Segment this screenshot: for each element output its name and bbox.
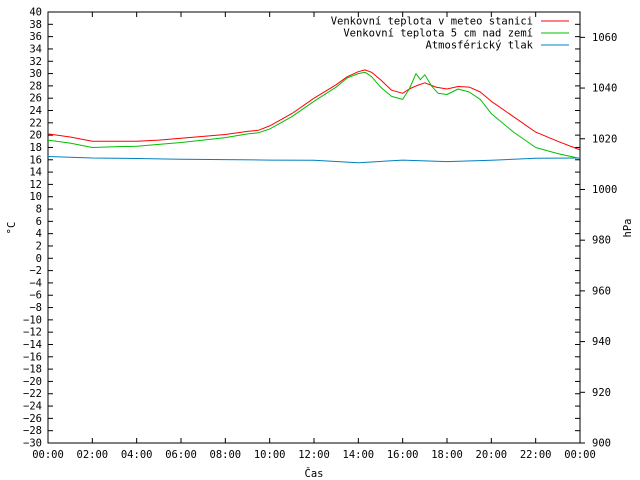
- y-tick-label: −10: [23, 314, 42, 326]
- y-tick-label: −30: [23, 438, 42, 450]
- y-tick-label: −6: [29, 290, 42, 302]
- y-tick-label: 20: [29, 130, 42, 142]
- y-tick-label: 10: [29, 191, 42, 203]
- y2-tick-label: 900: [592, 438, 611, 450]
- x-tick-label: 00:00: [564, 449, 596, 461]
- y-tick-label: −18: [23, 364, 42, 376]
- y-tick-label: 16: [29, 154, 42, 166]
- x-axis-label: Čas: [305, 467, 324, 480]
- x-tick-label: 18:00: [431, 449, 463, 461]
- y-tick-label: −8: [29, 302, 42, 314]
- legend-label: Venkovní teplota 5 cm nad zemí: [343, 28, 533, 40]
- y-tick-label: 28: [29, 80, 42, 92]
- y2-tick-label: 940: [592, 336, 611, 348]
- y-tick-label: 4: [36, 228, 42, 240]
- y-tick-label: 32: [29, 56, 42, 68]
- x-tick-label: 02:00: [77, 449, 109, 461]
- y-tick-label: −4: [29, 277, 42, 289]
- y2-tick-label: 920: [592, 387, 611, 399]
- x-tick-label: 06:00: [165, 449, 197, 461]
- x-tick-label: 04:00: [121, 449, 153, 461]
- y-axis-label: °C: [6, 222, 18, 235]
- x-tick-label: 22:00: [520, 449, 552, 461]
- y-tick-label: 12: [29, 179, 42, 191]
- y-tick-label: 2: [36, 240, 42, 252]
- x-tick-label: 12:00: [298, 449, 330, 461]
- y-tick-label: 38: [29, 19, 42, 31]
- y-tick-label: −26: [23, 413, 42, 425]
- y2-axis-label: hPa: [622, 219, 634, 238]
- series-group: [47, 69, 581, 164]
- x-tick-label: 08:00: [210, 449, 242, 461]
- y-tick-label: −12: [23, 327, 42, 339]
- y-tick-label: 24: [29, 105, 42, 117]
- right-axis-ticks: 900 920 940 960 980 1000 1020 1040 1060: [580, 32, 617, 450]
- y-tick-label: 30: [29, 68, 42, 80]
- series-line-2: [47, 71, 581, 159]
- y-tick-label: −24: [23, 401, 42, 413]
- y2-tick-label: 980: [592, 235, 611, 247]
- y-tick-label: 34: [29, 43, 42, 55]
- y-tick-label: −28: [23, 425, 42, 437]
- x-axis-ticks: 00:00 02:00 04:00 06:00 08:00 10:00 12:00 14:00…: [32, 12, 596, 461]
- y-tick-label: −2: [29, 265, 42, 277]
- x-tick-label: 14:00: [343, 449, 375, 461]
- y-tick-label: 14: [29, 167, 42, 179]
- y-tick-label: 8: [36, 204, 42, 216]
- y-tick-label: 6: [36, 216, 42, 228]
- left-axis-ticks: −30−28−26−24−22−20−18−16−14−12−10−8−6−4−…: [23, 7, 580, 450]
- x-tick-label: 20:00: [476, 449, 508, 461]
- x-tick-label: 16:00: [387, 449, 419, 461]
- series-line-1: [47, 69, 581, 151]
- series-line-3: [47, 156, 581, 164]
- y-tick-label: 0: [36, 253, 42, 265]
- y2-tick-label: 1020: [592, 133, 617, 145]
- y-tick-label: 36: [29, 31, 42, 43]
- y2-tick-label: 960: [592, 285, 611, 297]
- y-tick-label: 26: [29, 93, 42, 105]
- y2-tick-label: 1060: [592, 32, 617, 44]
- y-tick-label: 22: [29, 117, 42, 129]
- legend: Venkovní teplota v meteo staniciVenkovní…: [331, 16, 569, 52]
- y-tick-label: −14: [23, 339, 42, 351]
- y-tick-label: −16: [23, 351, 42, 363]
- y-tick-label: −22: [23, 388, 42, 400]
- y-tick-label: −20: [23, 376, 42, 388]
- y2-tick-label: 1040: [592, 83, 617, 95]
- x-tick-label: 00:00: [32, 449, 64, 461]
- y-tick-label: 40: [29, 7, 42, 19]
- x-tick-label: 10:00: [254, 449, 286, 461]
- plot-frame: [47, 11, 581, 444]
- legend-label: Atmosférický tlak: [426, 40, 534, 52]
- y-tick-label: 18: [29, 142, 42, 154]
- y2-tick-label: 1000: [592, 184, 617, 196]
- legend-label: Venkovní teplota v meteo stanici: [331, 16, 533, 28]
